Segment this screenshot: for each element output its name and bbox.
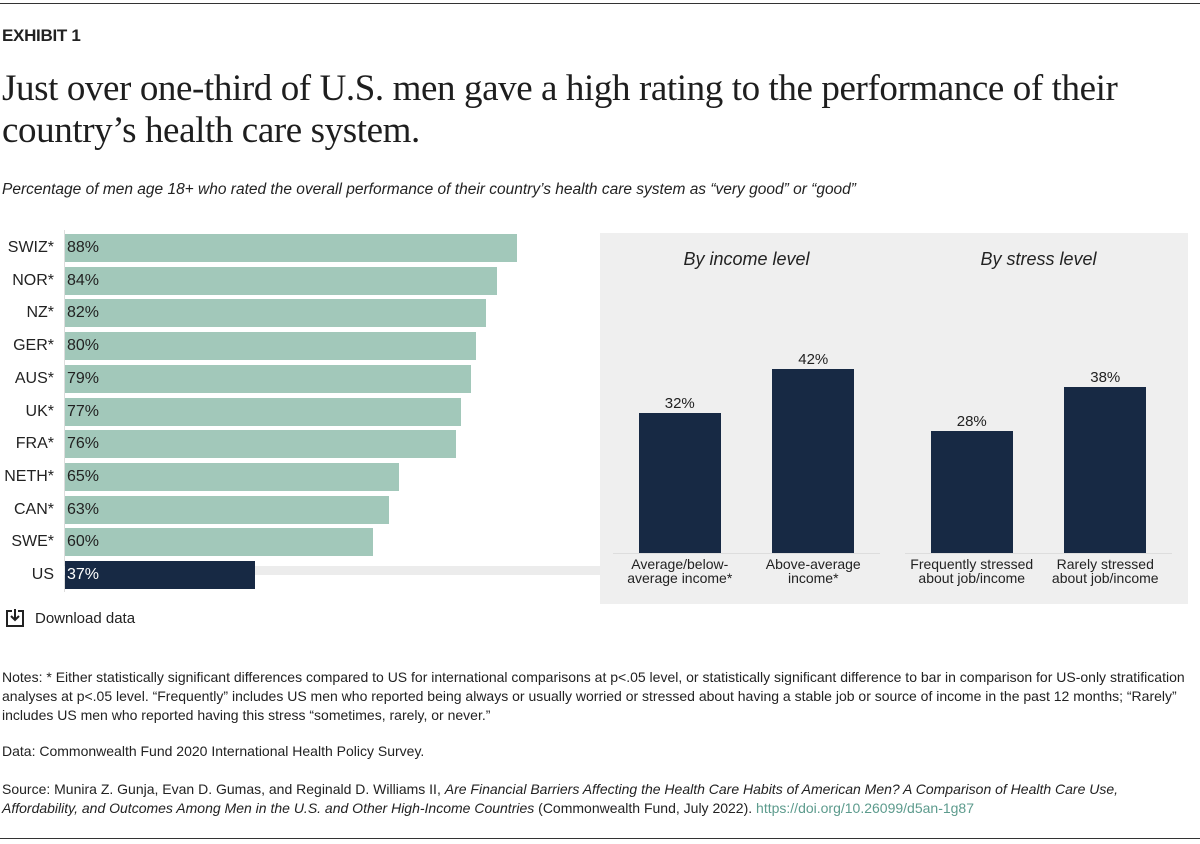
source: Source: Munira Z. Gunja, Evan D. Gumas, … (2, 780, 1192, 818)
bar (1064, 386, 1147, 553)
category-label: SWE* (11, 533, 54, 551)
data-note: Data: Commonwealth Fund 2020 Internation… (2, 743, 425, 759)
title: Just over one-third of U.S. men gave a h… (2, 68, 1118, 151)
panel-title: By stress level (980, 249, 1097, 269)
bar (930, 430, 1013, 553)
category-label: CAN* (13, 500, 54, 518)
source-link[interactable]: https://doi.org/10.26099/d5an-1g87 (756, 800, 974, 816)
source-authors: Source: Munira Z. Gunja, Evan D. Gumas, … (2, 781, 441, 797)
bar (65, 266, 497, 295)
bar (65, 332, 477, 361)
subtitle: Percentage of men age 18+ who rated the … (2, 181, 856, 198)
category-label: NOR* (12, 271, 54, 289)
baseline (905, 553, 1172, 554)
top-rule (0, 3, 1200, 4)
value-label: 38% (1090, 368, 1121, 386)
value-label: 63% (67, 500, 100, 518)
category-label: US (31, 566, 54, 583)
value-label: 82% (67, 304, 100, 322)
category-label: Above-average income* (765, 556, 861, 586)
bar (65, 364, 472, 393)
bar (65, 495, 389, 524)
value-label: 60% (67, 533, 100, 551)
category-label: SWIZ* (7, 239, 54, 256)
value-label: 76% (67, 435, 100, 453)
category-label: UK* (25, 402, 54, 420)
value-label: 28% (956, 412, 987, 430)
bar (65, 234, 518, 262)
bar (65, 561, 256, 589)
bar (638, 413, 721, 553)
value-label: 84% (67, 271, 100, 289)
value-label: 88% (67, 239, 100, 256)
exhibit-label: EXHIBIT 1 (2, 26, 81, 45)
highlight-track (64, 566, 600, 575)
category-label: GER* (13, 337, 54, 355)
value-label: 37% (67, 566, 100, 583)
bar (65, 299, 487, 328)
source-publisher: (Commonwealth Fund, July 2022). (538, 800, 753, 816)
download-icon (6, 609, 24, 627)
value-label: 32% (664, 395, 695, 413)
category-label: AUS* (14, 369, 54, 387)
value-label: 42% (798, 351, 829, 369)
panel-title: By income level (683, 249, 810, 269)
bar (65, 462, 400, 491)
category-label: NETH* (4, 467, 54, 485)
category-label: NZ* (26, 304, 54, 322)
download-button[interactable]: Download data (5, 608, 135, 628)
source-publication: Are Financial Barriers Affecting the Hea… (2, 781, 1119, 816)
value-label: 77% (67, 402, 100, 420)
category-label: Average/below-average income* (627, 556, 733, 586)
bottom-rule (0, 838, 1200, 839)
category-label: Frequently stressed about job/income (910, 556, 1034, 586)
download-text[interactable]: Download data (35, 609, 136, 627)
category-label: Rarely stressed about job/income (1051, 556, 1159, 586)
axis-line (64, 230, 65, 592)
notes: Notes: * Either statistically significan… (2, 669, 1185, 723)
bar (65, 397, 461, 426)
category-label: FRA* (15, 435, 54, 453)
baseline (613, 553, 880, 554)
value-label: 65% (67, 467, 100, 485)
value-label: 79% (67, 369, 100, 387)
bar (772, 369, 855, 553)
value-label: 80% (67, 337, 100, 355)
bar (65, 430, 456, 459)
bar (65, 528, 374, 557)
